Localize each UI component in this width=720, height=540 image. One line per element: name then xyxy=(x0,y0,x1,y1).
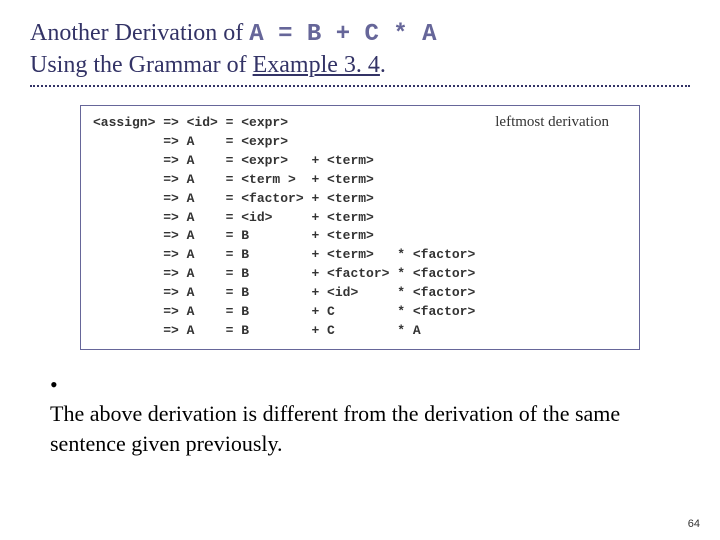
derivation-row: <assign> => <id> = <expr> xyxy=(93,114,475,133)
derivation-lhs xyxy=(93,246,163,265)
derivation-table: <assign> => <id> = <expr> => A = <expr> … xyxy=(93,114,475,340)
divider xyxy=(30,85,690,87)
derivation-lhs xyxy=(93,133,163,152)
derivation-step: => A = B + C * <factor> xyxy=(163,303,475,322)
derivation-row: => A = B + <term> * <factor> xyxy=(93,246,475,265)
derivation-step: => <id> = <expr> xyxy=(163,114,475,133)
derivation-row: => A = B + C * A xyxy=(93,322,475,341)
derivation-step: => A = <factor> + <term> xyxy=(163,190,475,209)
derivation-lhs xyxy=(93,303,163,322)
derivation-row: => A = B + <id> * <factor> xyxy=(93,284,475,303)
derivation-step: => A = B + C * A xyxy=(163,322,475,341)
title-link: Example 3. 4 xyxy=(253,52,380,78)
derivation-row: => A = <factor> + <term> xyxy=(93,190,475,209)
derivation-step: => A = B + <term> xyxy=(163,227,475,246)
bullet-paragraph: •The above derivation is different from … xyxy=(30,370,690,459)
bullet-content: The above derivation is different from t… xyxy=(50,399,670,458)
derivation-step: => A = B + <term> * <factor> xyxy=(163,246,475,265)
title-period: . xyxy=(380,52,386,78)
title-code: A = B + C * A xyxy=(249,21,436,48)
derivation-lhs xyxy=(93,171,163,190)
derivation-step: => A = <id> + <term> xyxy=(163,209,475,228)
annotation-label: leftmost derivation xyxy=(495,114,609,131)
derivation-row: => A = <expr> + <term> xyxy=(93,152,475,171)
derivation-lhs xyxy=(93,209,163,228)
bullet-marker: • xyxy=(50,370,68,400)
derivation-lhs: <assign> xyxy=(93,114,163,133)
derivation-step: => A = <term > + <term> xyxy=(163,171,475,190)
derivation-lhs xyxy=(93,265,163,284)
derivation-step: => A = B + <id> * <factor> xyxy=(163,284,475,303)
slide-title: Another Derivation of A = B + C * A Usin… xyxy=(30,18,690,81)
title-part2: Using the Grammar of xyxy=(30,52,253,78)
derivation-row: => A = B + <term> xyxy=(93,227,475,246)
derivation-row: => A = <id> + <term> xyxy=(93,209,475,228)
derivation-box: leftmost derivation <assign> => <id> = <… xyxy=(80,105,640,349)
page-number: 64 xyxy=(688,518,700,530)
derivation-step: => A = <expr> + <term> xyxy=(163,152,475,171)
derivation-lhs xyxy=(93,322,163,341)
derivation-lhs xyxy=(93,284,163,303)
derivation-row: => A = B + C * <factor> xyxy=(93,303,475,322)
derivation-row: => A = <term > + <term> xyxy=(93,171,475,190)
derivation-lhs xyxy=(93,190,163,209)
derivation-row: => A = <expr> xyxy=(93,133,475,152)
derivation-lhs xyxy=(93,152,163,171)
derivation-row: => A = B + <factor> * <factor> xyxy=(93,265,475,284)
derivation-step: => A = B + <factor> * <factor> xyxy=(163,265,475,284)
derivation-lhs xyxy=(93,227,163,246)
title-part1: Another Derivation of xyxy=(30,20,249,46)
derivation-step: => A = <expr> xyxy=(163,133,475,152)
